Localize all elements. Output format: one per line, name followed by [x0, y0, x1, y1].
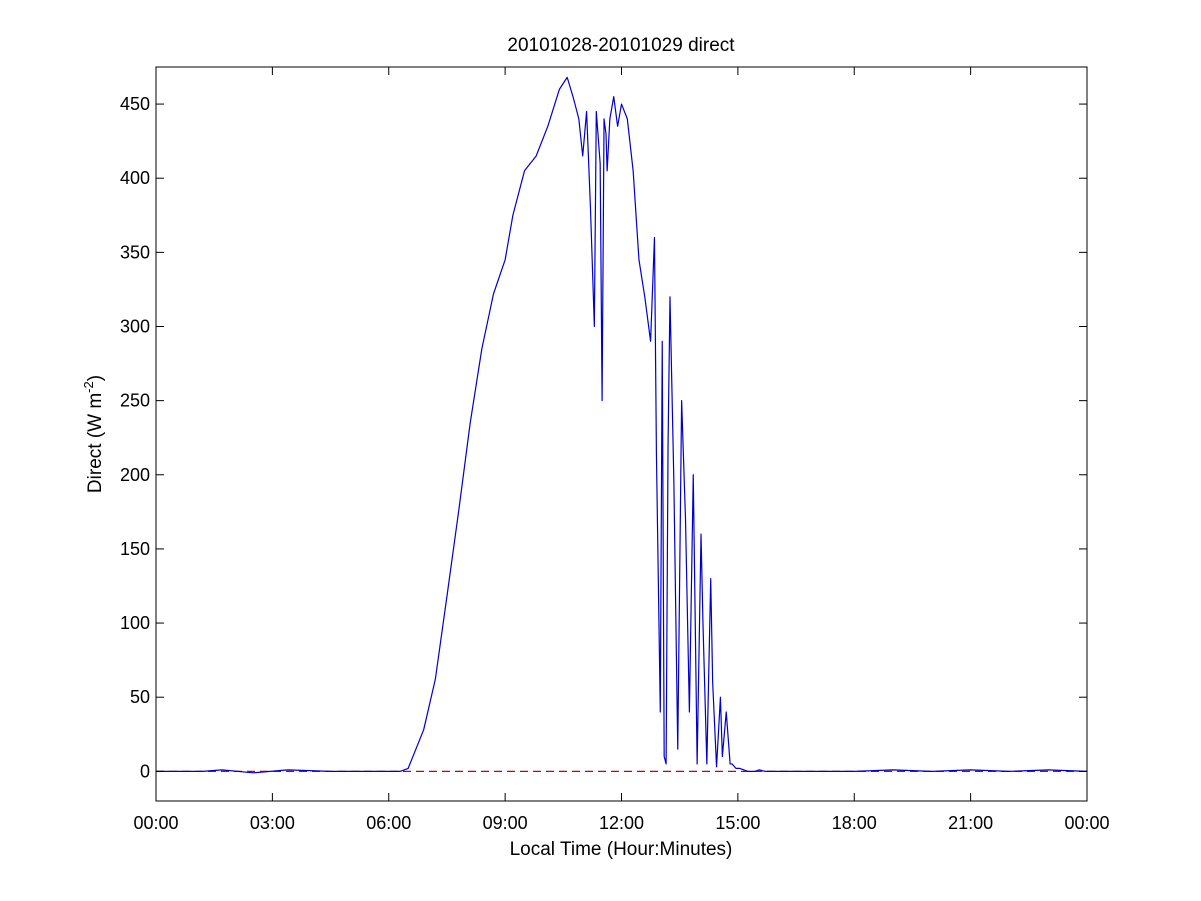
x-tick-label: 18:00: [832, 813, 877, 833]
x-tick-label: 12:00: [599, 813, 644, 833]
x-tick-label: 09:00: [483, 813, 528, 833]
y-axis: 0 50 100 150 200 250 300 350 400 450: [120, 94, 1087, 781]
y-tick-label: 350: [120, 242, 150, 262]
x-axis: 00:00 03:00 06:00 09:00 12:00 15:00 18:00 21:00…: [133, 67, 1110, 833]
x-tick-label: 00:00: [1064, 813, 1109, 833]
y-tick-label: 0: [140, 761, 150, 781]
y-axis-label-superscript: -2: [81, 381, 96, 393]
y-axis-label: Direct (W m-2): [81, 375, 106, 493]
y-tick-label: 300: [120, 316, 150, 336]
x-tick-label: 15:00: [715, 813, 760, 833]
chart-title: 20101028-20101029 direct: [507, 35, 735, 56]
direct-irradiance-line: [156, 76, 1088, 774]
plot-area: [156, 67, 1087, 801]
y-tick-label: 100: [120, 613, 150, 633]
y-axis-label-main: Direct (W m: [85, 393, 106, 493]
y-tick-label: 200: [120, 465, 150, 485]
series-group: [156, 76, 1088, 774]
y-tick-label: 450: [120, 94, 150, 114]
x-tick-label: 00:00: [133, 813, 178, 833]
y-tick-label: 150: [120, 539, 150, 559]
x-axis-label: Local Time (Hour:Minutes): [510, 839, 733, 860]
y-tick-label: 250: [120, 391, 150, 411]
y-axis-label-close: ): [85, 375, 106, 381]
y-tick-label: 50: [130, 687, 150, 707]
x-tick-label: 21:00: [948, 813, 993, 833]
y-tick-label: 400: [120, 168, 150, 188]
x-tick-label: 06:00: [366, 813, 411, 833]
x-tick-label: 03:00: [250, 813, 295, 833]
